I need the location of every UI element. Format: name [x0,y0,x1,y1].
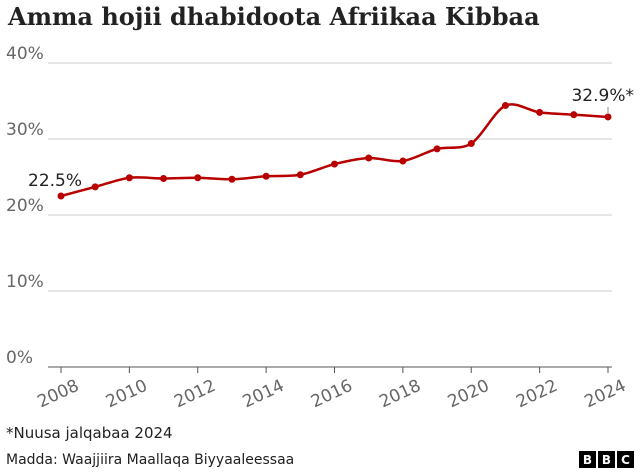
data-point [296,171,304,179]
x-tick-label: 2024 [582,376,630,412]
data-point [125,174,133,182]
x-tick-label: 2020 [445,376,493,412]
data-point [160,175,168,183]
data-point [262,172,270,180]
data-point [57,192,65,200]
data-point [604,113,612,121]
x-tick-label: 2008 [35,376,83,412]
footnote: *Nuusa jalqabaa 2024 [6,424,173,442]
data-point [365,154,373,162]
series-line [60,103,609,198]
logo-letter: B [598,451,615,468]
y-tick-label: 40% [6,44,44,64]
data-point [228,175,236,183]
data-label-first: 22.5% [28,171,82,191]
x-tick-label: 2018 [376,376,424,412]
logo-letter: B [579,451,596,468]
data-point [501,102,509,110]
x-tick-label: 2016 [308,376,356,412]
x-tick-label: 2012 [171,376,219,412]
data-point [570,111,578,119]
data-point [91,183,99,191]
y-tick-label: 0% [6,348,33,368]
bbc-logo: B B C [579,451,634,468]
source-text: Madda: Waajjiira Maallaqa Biyyaaleessaa [6,452,295,468]
data-point [467,140,475,148]
y-tick-label: 10% [6,272,44,292]
logo-letter: C [617,451,634,468]
x-tick-label: 2014 [240,376,288,412]
y-tick-label: 20% [6,196,44,216]
line-chart: 0% 10% 20% 30% 40% 2008 2010 2012 2014 2016 2018 20… [6,44,634,412]
data-point [433,145,441,153]
y-tick-label: 30% [6,120,44,140]
x-tick-label: 2010 [103,376,151,412]
data-point [399,157,407,165]
data-point [536,108,544,116]
data-label-last: 32.9%* [571,86,634,106]
chart-title: Amma hojii dhabidoota Afriikaa Kibbaa [8,2,540,31]
data-point [194,174,202,182]
x-tick-label: 2022 [513,376,561,412]
data-point [331,160,338,168]
